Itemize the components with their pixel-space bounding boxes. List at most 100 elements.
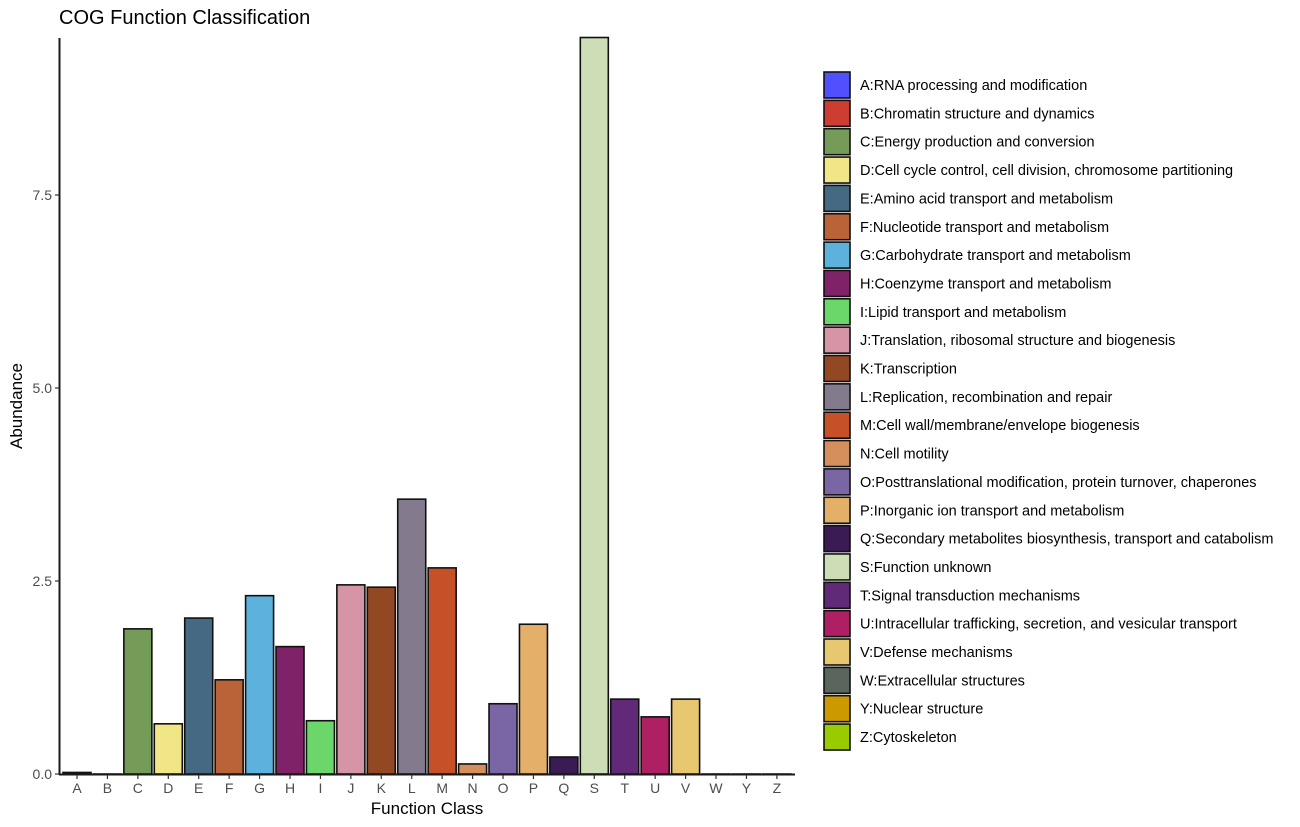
x-tick-label: I <box>318 780 322 796</box>
legend-label-J: J:Translation, ribosomal structure and b… <box>860 333 1175 349</box>
legend-label-S: S:Function unknown <box>860 560 991 576</box>
legend-key-J <box>823 326 851 354</box>
bar-P <box>518 623 549 775</box>
x-tick-label: C <box>133 780 143 796</box>
bar-M <box>427 567 457 775</box>
x-tick-label: T <box>620 780 629 796</box>
legend-label-U: U:Intracellular trafficking, secretion, … <box>860 617 1237 633</box>
legend-key-T <box>823 581 851 610</box>
legend-label-M: M:Cell wall/membrane/envelope biogenesis <box>860 418 1140 434</box>
bar-G <box>244 594 275 775</box>
legend-label-T: T:Signal transduction mechanisms <box>860 588 1080 604</box>
x-tick-label: B <box>103 780 112 796</box>
bar-C <box>123 628 153 775</box>
legend-key-L <box>823 383 851 411</box>
bar-D <box>153 723 184 775</box>
legend-label-O: O:Posttranslational modification, protei… <box>860 475 1257 491</box>
bar-H <box>275 645 305 775</box>
bar-V <box>670 698 701 775</box>
legend-label-P: P:Inorganic ion transport and metabolism <box>860 503 1124 519</box>
x-tick-label: S <box>590 780 599 796</box>
legend-key-P <box>823 496 851 525</box>
bar-T <box>609 698 640 775</box>
legend-label-I: I:Lipid transport and metabolism <box>860 305 1066 321</box>
legend-key-H <box>823 269 851 298</box>
legend-label-E: E:Amino acid transport and metabolism <box>860 191 1113 207</box>
x-tick-label: A <box>72 780 82 796</box>
bar-O <box>488 702 518 775</box>
legend-key-E <box>823 184 851 213</box>
y-tick-label: 2.5 <box>33 573 53 589</box>
x-tick-label: P <box>529 780 538 796</box>
legend-key-N <box>823 439 851 468</box>
x-tick-label: Q <box>558 780 569 796</box>
y-axis-title: Abundance <box>7 363 26 449</box>
legend-label-N: N:Cell motility <box>860 447 949 463</box>
legend-key-V <box>823 638 851 666</box>
legend-key-F <box>823 212 851 241</box>
x-tick-label: W <box>709 780 723 796</box>
bars-group <box>62 36 792 775</box>
legend-key-Q <box>823 524 851 553</box>
legend-label-B: B:Chromatin structure and dynamics <box>860 106 1095 122</box>
legend-key-B <box>823 99 851 128</box>
x-tick-label: L <box>408 780 416 796</box>
bar-K <box>366 586 397 775</box>
legend-label-K: K:Transcription <box>860 362 957 378</box>
legend-label-C: C:Energy production and conversion <box>860 135 1095 151</box>
legend-key-M <box>823 411 851 440</box>
x-tick-label: O <box>498 780 509 796</box>
legend-key-W <box>823 666 851 695</box>
x-tick-label: K <box>377 780 387 796</box>
legend-key-S <box>823 553 851 581</box>
bar-L <box>396 498 427 775</box>
y-ticks-group: 0.0 2.5 5.0 7.5 <box>33 187 59 782</box>
legend-key-C <box>823 127 851 156</box>
x-tick-label: M <box>436 780 448 796</box>
x-tick-label: Y <box>742 780 752 796</box>
chart-title: COG Function Classification <box>59 7 310 29</box>
x-axis-title: Function Class <box>371 799 483 818</box>
legend-label-W: W:Extracellular structures <box>860 673 1025 689</box>
legend: A:RNA processing and modification B:Chrom… <box>823 71 1273 751</box>
y-tick-label: 7.5 <box>33 187 53 203</box>
x-tick-label: H <box>285 780 295 796</box>
legend-key-K <box>823 354 851 383</box>
bar-N <box>457 763 488 775</box>
legend-label-D: D:Cell cycle control, cell division, chr… <box>860 163 1233 179</box>
legend-label-L: L:Replication, recombination and repair <box>860 390 1112 406</box>
x-tick-label: Z <box>773 780 782 796</box>
legend-label-F: F:Nucleotide transport and metabolism <box>860 220 1109 236</box>
bar-J <box>336 584 366 775</box>
legend-key-Y <box>823 694 851 723</box>
legend-key-D <box>823 156 851 184</box>
x-tick-label: F <box>225 780 234 796</box>
bar-E <box>183 617 214 775</box>
x-tick-label: V <box>681 780 691 796</box>
x-tick-label: J <box>347 780 354 796</box>
legend-key-O <box>823 468 851 496</box>
bar-Q <box>549 756 579 775</box>
legend-label-Q: Q:Secondary metabolites biosynthesis, tr… <box>860 532 1273 548</box>
legend-label-V: V:Defense mechanisms <box>860 645 1013 661</box>
legend-key-U <box>823 609 851 638</box>
legend-key-A <box>823 71 851 99</box>
x-tick-label: G <box>254 780 265 796</box>
y-tick-label: 0.0 <box>33 766 53 782</box>
legend-label-H: H:Coenzyme transport and metabolism <box>860 276 1111 292</box>
bar-F <box>214 679 244 775</box>
y-tick-label: 5.0 <box>33 380 53 396</box>
bar-U <box>640 716 670 775</box>
x-tick-label: U <box>650 780 660 796</box>
x-tick-label: N <box>468 780 478 796</box>
bar-S <box>579 36 610 775</box>
x-tick-label: E <box>194 780 203 796</box>
legend-key-Z <box>823 723 851 751</box>
legend-key-G <box>823 241 851 269</box>
legend-label-Z: Z:Cytoskeleton <box>860 730 957 746</box>
bar-I <box>305 719 336 775</box>
legend-key-I <box>823 297 851 326</box>
legend-label-A: A:RNA processing and modification <box>860 78 1087 94</box>
